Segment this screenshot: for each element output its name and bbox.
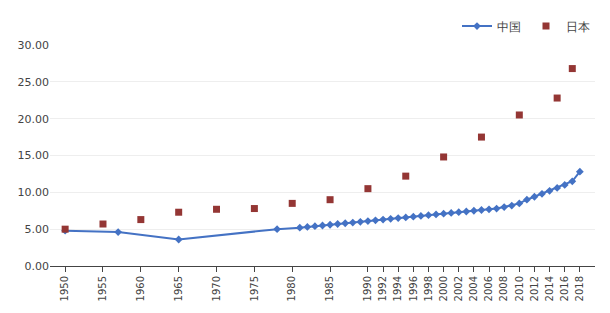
svg-text:25.00: 25.00 bbox=[18, 76, 50, 89]
svg-text:1960: 1960 bbox=[135, 276, 146, 301]
svg-text:30.00: 30.00 bbox=[18, 39, 50, 52]
svg-text:2008: 2008 bbox=[498, 276, 509, 301]
svg-text:1980: 1980 bbox=[286, 276, 297, 301]
svg-text:日本: 日本 bbox=[566, 20, 590, 34]
svg-text:1950: 1950 bbox=[59, 276, 70, 301]
svg-text:2012: 2012 bbox=[529, 276, 540, 301]
svg-text:2014: 2014 bbox=[544, 276, 555, 301]
svg-text:1975: 1975 bbox=[249, 276, 260, 301]
svg-text:1955: 1955 bbox=[97, 276, 108, 301]
svg-text:1990: 1990 bbox=[362, 276, 373, 301]
svg-text:1992: 1992 bbox=[377, 276, 388, 301]
svg-text:2002: 2002 bbox=[453, 276, 464, 301]
svg-text:2004: 2004 bbox=[468, 276, 479, 301]
svg-text:5.00: 5.00 bbox=[25, 223, 50, 236]
svg-text:2010: 2010 bbox=[514, 276, 525, 301]
svg-text:0.00: 0.00 bbox=[25, 260, 50, 273]
svg-text:2006: 2006 bbox=[483, 276, 494, 301]
svg-text:2016: 2016 bbox=[559, 276, 570, 301]
svg-text:2018: 2018 bbox=[574, 276, 585, 301]
svg-text:15.00: 15.00 bbox=[18, 149, 50, 162]
svg-text:中国: 中国 bbox=[497, 20, 521, 34]
svg-text:1996: 1996 bbox=[408, 276, 419, 301]
svg-text:1998: 1998 bbox=[423, 276, 434, 301]
svg-text:1970: 1970 bbox=[211, 276, 222, 301]
svg-text:10.00: 10.00 bbox=[18, 186, 50, 199]
svg-text:2000: 2000 bbox=[438, 276, 449, 301]
svg-text:1994: 1994 bbox=[392, 276, 403, 301]
svg-text:1965: 1965 bbox=[173, 276, 184, 301]
svg-text:1985: 1985 bbox=[324, 276, 335, 301]
svg-text:20.00: 20.00 bbox=[18, 113, 50, 126]
